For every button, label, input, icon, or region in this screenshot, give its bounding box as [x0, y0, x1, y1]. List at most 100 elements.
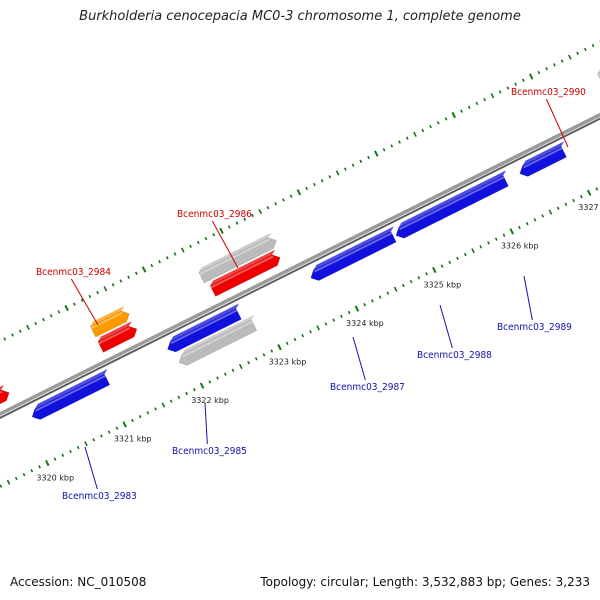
- gene-label-g-2987[interactable]: Bcenmc03_2987: [330, 382, 405, 393]
- top-tick-mark: [577, 52, 578, 55]
- top-tick-mark: [445, 118, 446, 121]
- top-tick-mark: [74, 303, 75, 306]
- top-tick-mark: [236, 222, 237, 225]
- gene-label-g-2986[interactable]: Bcenmc03_2986: [177, 209, 252, 220]
- top-tick-mark: [399, 141, 400, 144]
- bottom-tick-mark: [109, 431, 110, 434]
- gene-label-g-2985[interactable]: Bcenmc03_2985: [172, 446, 247, 457]
- bottom-tick-mark: [23, 473, 24, 476]
- top-tick-mark: [314, 183, 315, 186]
- top-tick-mark: [360, 160, 361, 163]
- bottom-tick-mark: [240, 364, 242, 368]
- bottom-tick-mark: [101, 435, 102, 438]
- bottom-tick-mark: [147, 411, 148, 414]
- bottom-tick-mark: [325, 323, 326, 326]
- top-tick-mark: [592, 44, 593, 47]
- top-tick-mark: [283, 199, 284, 202]
- kbp-tick-label: 3323 kbp: [269, 358, 307, 367]
- top-tick-mark: [220, 228, 223, 233]
- top-tick-mark: [461, 110, 462, 113]
- bottom-tick-mark: [85, 441, 87, 445]
- top-tick-mark: [213, 233, 214, 236]
- bottom-tick-mark: [387, 292, 388, 295]
- bottom-tick-mark: [232, 369, 233, 372]
- genome-stats-text: Topology: circular; Length: 3,532,883 bp…: [260, 575, 590, 589]
- top-tick-mark: [267, 206, 268, 209]
- bottom-tick-mark: [418, 276, 419, 279]
- bottom-tick-mark: [46, 460, 49, 465]
- top-tick-mark: [329, 175, 330, 178]
- bottom-tick-mark: [248, 361, 249, 364]
- bottom-tick-mark: [31, 469, 32, 472]
- top-tick-mark: [375, 151, 378, 156]
- top-tick-mark: [128, 276, 129, 279]
- top-tick-mark: [383, 148, 384, 151]
- bottom-tick-mark: [310, 330, 311, 333]
- kbp-tick-label: 3320 kbp: [36, 473, 74, 482]
- bottom-tick-mark: [581, 195, 582, 198]
- top-tick-mark: [20, 330, 21, 333]
- bottom-tick-mark: [186, 392, 187, 395]
- bottom-tick-mark: [209, 381, 210, 384]
- top-tick-mark: [530, 74, 533, 79]
- bottom-tick-mark: [93, 438, 94, 441]
- bottom-tick-mark: [488, 242, 489, 245]
- bottom-tick-mark: [39, 465, 40, 468]
- top-tick-mark: [507, 87, 508, 90]
- top-tick-mark: [476, 102, 477, 105]
- gene-arrow-g-2988[interactable]: [396, 170, 509, 238]
- bottom-tick-mark: [534, 218, 535, 221]
- top-tick-mark: [89, 295, 90, 298]
- bottom-tick-mark: [256, 357, 257, 360]
- bottom-tick-mark: [116, 427, 117, 430]
- bottom-tick-mark: [565, 203, 566, 206]
- top-tick-mark: [12, 334, 13, 337]
- top-tick-mark: [159, 260, 160, 263]
- gene-label-g-2988[interactable]: Bcenmc03_2988: [417, 350, 492, 361]
- bottom-tick-mark: [542, 215, 543, 218]
- top-tick-mark: [306, 187, 307, 190]
- top-tick-mark: [484, 98, 485, 101]
- bottom-tick-mark: [426, 273, 427, 276]
- top-tick-mark: [538, 71, 539, 74]
- gene-label-g-2983[interactable]: Bcenmc03_2983: [62, 491, 137, 502]
- bottom-tick-mark: [317, 326, 319, 330]
- bottom-tick-mark: [410, 280, 411, 283]
- top-tick-mark: [275, 202, 276, 205]
- bottom-tick-mark: [558, 207, 559, 210]
- bottom-tick-mark: [496, 238, 497, 241]
- gene-label-g-2989[interactable]: Bcenmc03_2989: [497, 322, 572, 333]
- top-tick-mark: [151, 264, 152, 267]
- kbp-tick-label: 3325 kbp: [423, 280, 461, 289]
- top-tick-mark: [523, 79, 524, 82]
- kbp-tick-label: 3321 kbp: [114, 435, 152, 444]
- top-tick-mark: [290, 195, 291, 198]
- gene-label-g-2984[interactable]: Bcenmc03_2984: [36, 267, 111, 278]
- gene-label-g-2990[interactable]: Bcenmc03_2990: [511, 87, 586, 98]
- top-tick-mark: [198, 241, 199, 244]
- gene-leader-line: [85, 447, 97, 489]
- gene-leader-line: [353, 337, 365, 380]
- top-tick-mark: [136, 272, 137, 275]
- kbp-tick-label: 3324 kbp: [346, 319, 384, 328]
- top-tick-mark: [174, 253, 175, 256]
- top-tick-mark: [143, 267, 146, 272]
- bottom-tick-mark: [503, 234, 504, 237]
- top-tick-mark: [345, 168, 346, 171]
- top-tick-mark: [452, 112, 455, 117]
- bottom-tick-mark: [162, 403, 164, 407]
- bottom-tick-mark: [178, 396, 179, 399]
- top-tick-mark: [585, 48, 586, 51]
- top-tick-mark: [97, 291, 98, 294]
- top-tick-mark: [368, 156, 369, 159]
- top-tick-mark: [4, 338, 5, 341]
- bottom-tick-mark: [302, 334, 303, 337]
- bottom-tick-mark: [225, 373, 226, 376]
- kbp-tick-label: 3327 kbp: [578, 203, 600, 212]
- accession-text: Accession: NC_010508: [10, 575, 146, 589]
- kbp-tick-label: 3322 kbp: [191, 396, 229, 405]
- bottom-tick-mark: [395, 287, 397, 291]
- top-tick-mark: [569, 55, 571, 59]
- bottom-tick-mark: [472, 248, 474, 252]
